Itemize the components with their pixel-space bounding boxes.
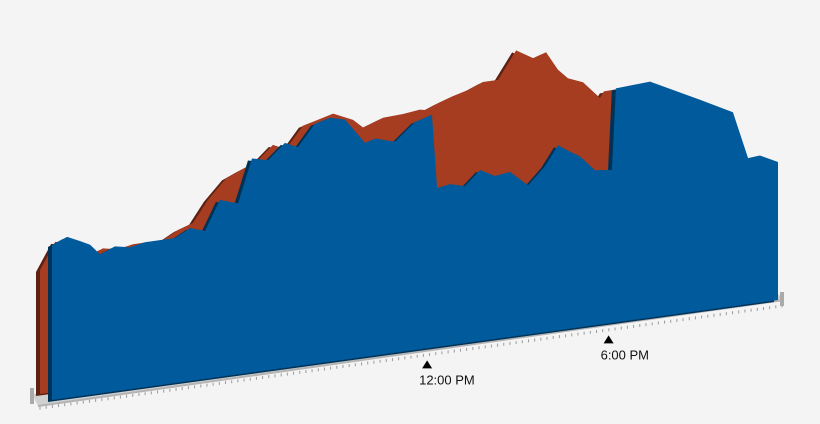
x-tick-label: 12:00 PM	[419, 372, 475, 387]
x-tick-mark	[422, 360, 433, 369]
x-tick-label: 6:00 PM	[601, 347, 649, 362]
area	[52, 81, 778, 400]
end-post	[30, 388, 34, 404]
end-post	[780, 292, 784, 306]
x-tick-mark	[603, 335, 614, 344]
